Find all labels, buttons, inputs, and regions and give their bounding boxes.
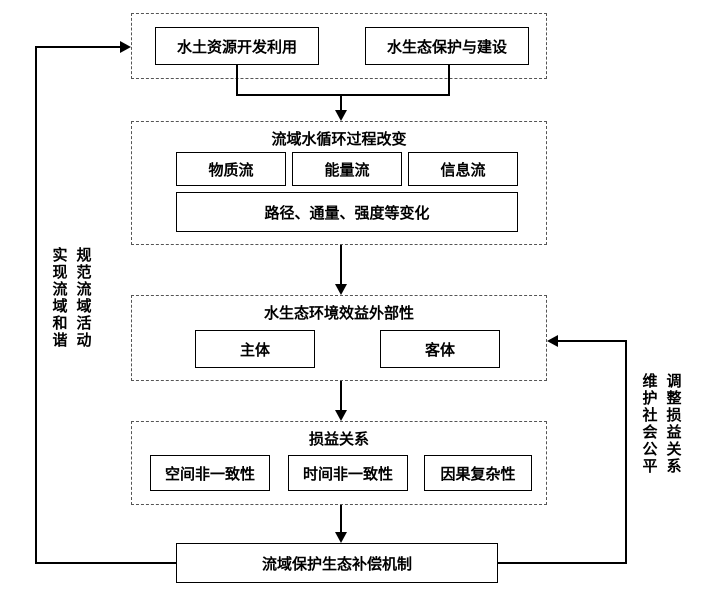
label: 物质流 bbox=[208, 159, 253, 180]
node-info-flow: 信息流 bbox=[408, 152, 518, 186]
node-path-changes: 路径、通量、强度等变化 bbox=[176, 192, 518, 232]
node-material-flow: 物质流 bbox=[176, 152, 286, 186]
connector bbox=[340, 505, 342, 534]
group3-title: 水生态环境效益外部性 bbox=[131, 302, 547, 323]
connector bbox=[340, 381, 342, 412]
label: 因果复杂性 bbox=[440, 463, 515, 484]
node-object: 客体 bbox=[380, 330, 500, 368]
arrow-down-icon bbox=[335, 410, 347, 421]
arrow-left-icon bbox=[547, 335, 558, 347]
node-eco-protect: 水生态保护与建设 bbox=[365, 27, 529, 65]
feedback-right bbox=[498, 562, 625, 564]
left-text-2: 规范流域活动 bbox=[72, 247, 92, 349]
node-resource-dev: 水土资源开发利用 bbox=[155, 27, 319, 65]
label: 空间非一致性 bbox=[165, 463, 255, 484]
label: 路径、通量、强度等变化 bbox=[264, 202, 429, 223]
node-compensation: 流域保护生态补偿机制 bbox=[176, 543, 498, 583]
arrow-right-icon bbox=[120, 41, 131, 53]
left-text-1: 实现流域和谐 bbox=[48, 247, 68, 349]
right-text-1: 维护社会公平 bbox=[638, 373, 658, 475]
label: 流域保护生态补偿机制 bbox=[262, 553, 412, 574]
group2-title: 流域水循环过程改变 bbox=[131, 128, 547, 149]
connector bbox=[448, 65, 450, 94]
label: 能量流 bbox=[324, 159, 369, 180]
feedback-left bbox=[35, 562, 176, 564]
node-causal: 因果复杂性 bbox=[424, 455, 532, 491]
group4-title: 损益关系 bbox=[131, 428, 547, 449]
node-energy-flow: 能量流 bbox=[292, 152, 402, 186]
feedback-left bbox=[35, 46, 122, 48]
connector bbox=[340, 245, 342, 286]
connector bbox=[236, 94, 450, 96]
label: 水土资源开发利用 bbox=[177, 36, 297, 57]
node-subject: 主体 bbox=[195, 330, 315, 368]
node-temporal: 时间非一致性 bbox=[288, 455, 408, 491]
label: 水生态保护与建设 bbox=[387, 36, 507, 57]
connector bbox=[236, 65, 238, 94]
arrow-down-icon bbox=[335, 532, 347, 543]
feedback-right bbox=[556, 340, 625, 342]
label: 主体 bbox=[240, 339, 270, 360]
arrow-down-icon bbox=[335, 110, 347, 121]
feedback-right bbox=[625, 340, 627, 564]
node-spatial: 空间非一致性 bbox=[150, 455, 270, 491]
arrow-down-icon bbox=[335, 284, 347, 295]
right-text-2: 调整损益关系 bbox=[662, 373, 682, 475]
label: 时间非一致性 bbox=[303, 463, 393, 484]
feedback-left bbox=[35, 46, 37, 564]
label: 信息流 bbox=[440, 159, 485, 180]
label: 客体 bbox=[425, 339, 455, 360]
